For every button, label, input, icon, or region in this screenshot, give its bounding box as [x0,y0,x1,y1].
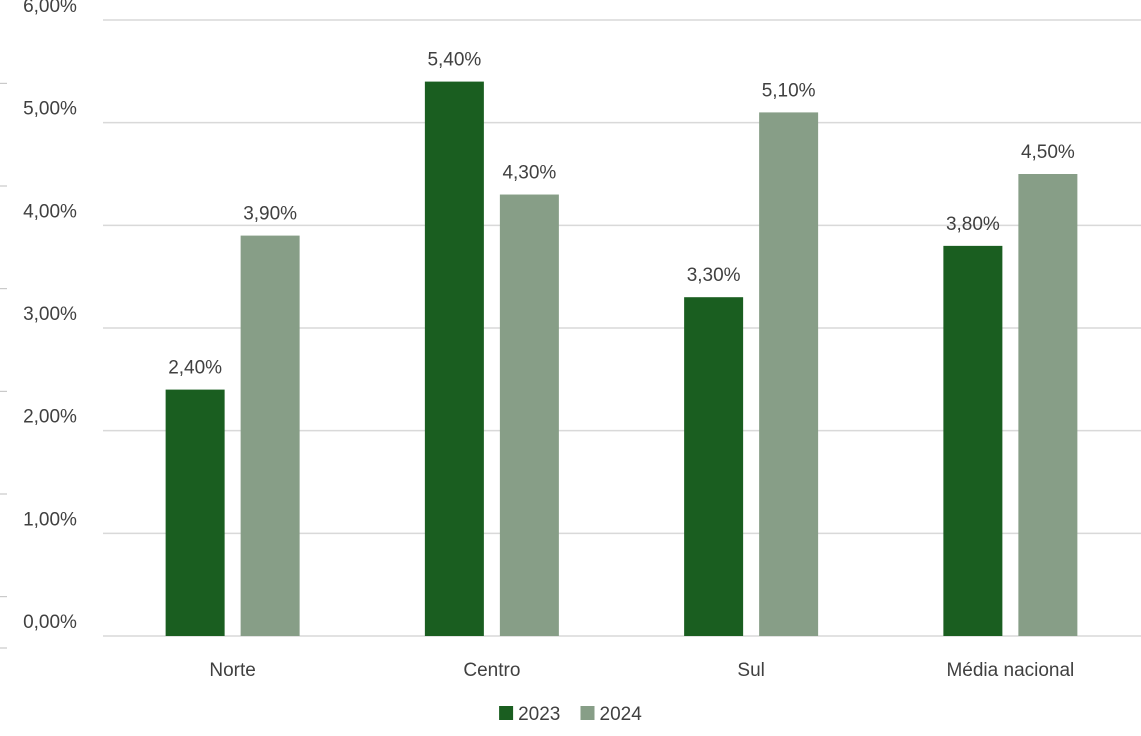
data-label: 5,40% [427,50,481,71]
bar-2023 [165,389,225,636]
x-category-label: Média nacional [946,660,1074,681]
left-edge-ticks [0,82,7,649]
data-label: 3,80% [946,214,1000,235]
legend-label: 2024 [600,704,643,725]
legend: 2023 2024 [499,704,642,725]
bar-2024 [1018,174,1078,636]
legend-swatch-2024 [580,706,595,720]
data-label: 3,30% [687,265,741,286]
data-label: 2,40% [168,358,222,379]
bar-2023 [424,81,484,637]
y-tick-label: 5,00% [23,99,77,120]
bar-2024 [499,194,559,637]
bar-2023 [684,297,744,636]
bar-2023 [943,245,1003,636]
x-category-label: Centro [463,660,520,681]
y-tick-label: 3,00% [23,304,77,325]
y-axis-ticks: 0,00% 1,00% 2,00% 3,00% 4,00% 5,00% 6,00% [23,0,77,633]
data-label: 4,30% [502,163,556,184]
data-label: 4,50% [1021,142,1075,163]
data-label: 3,90% [243,204,297,225]
data-label: 5,10% [762,80,816,101]
bar-2024 [240,235,300,636]
bars [165,81,1078,637]
y-tick-label: 1,00% [23,509,77,530]
x-category-label: Sul [737,660,764,681]
legend-swatch-2023 [499,706,514,720]
y-tick-label: 2,00% [23,407,77,428]
y-tick-label: 6,00% [23,0,77,17]
y-tick-label: 4,00% [23,201,77,222]
y-tick-label: 0,00% [23,612,77,633]
x-axis-categories: Norte Centro Sul Média nacional [209,660,1074,681]
x-category-label: Norte [209,660,255,681]
bar-2024 [759,112,819,636]
legend-label: 2023 [518,704,560,725]
data-labels: 2,40% 3,90% 5,40% 4,30% 3,30% 5,10% 3,80% 4,50% [168,50,1075,379]
